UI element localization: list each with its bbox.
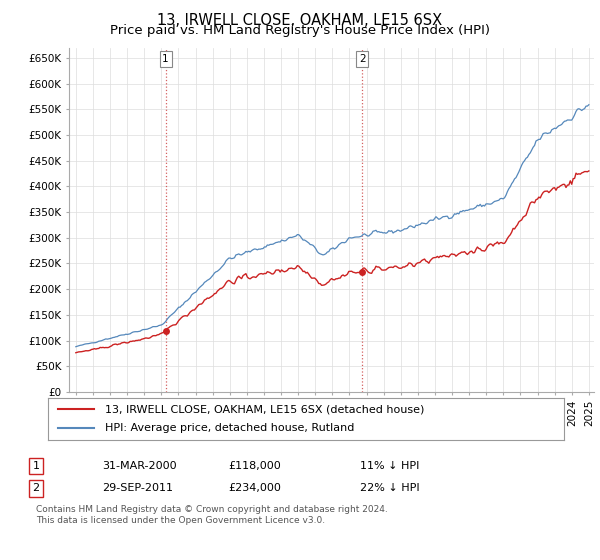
Text: 2: 2 bbox=[359, 54, 365, 64]
Text: £118,000: £118,000 bbox=[228, 461, 281, 471]
Text: 29-SEP-2011: 29-SEP-2011 bbox=[102, 483, 173, 493]
Text: 13, IRWELL CLOSE, OAKHAM, LE15 6SX (detached house): 13, IRWELL CLOSE, OAKHAM, LE15 6SX (deta… bbox=[105, 404, 424, 414]
Text: Contains HM Land Registry data © Crown copyright and database right 2024.: Contains HM Land Registry data © Crown c… bbox=[36, 505, 388, 514]
Text: 1: 1 bbox=[32, 461, 40, 471]
Text: £234,000: £234,000 bbox=[228, 483, 281, 493]
Text: 31-MAR-2000: 31-MAR-2000 bbox=[102, 461, 176, 471]
Text: 1: 1 bbox=[163, 54, 169, 64]
Text: This data is licensed under the Open Government Licence v3.0.: This data is licensed under the Open Gov… bbox=[36, 516, 325, 525]
Text: 22% ↓ HPI: 22% ↓ HPI bbox=[360, 483, 419, 493]
Text: Price paid vs. HM Land Registry's House Price Index (HPI): Price paid vs. HM Land Registry's House … bbox=[110, 24, 490, 36]
Text: 11% ↓ HPI: 11% ↓ HPI bbox=[360, 461, 419, 471]
Text: 13, IRWELL CLOSE, OAKHAM, LE15 6SX: 13, IRWELL CLOSE, OAKHAM, LE15 6SX bbox=[157, 13, 443, 28]
Text: 2: 2 bbox=[32, 483, 40, 493]
Text: HPI: Average price, detached house, Rutland: HPI: Average price, detached house, Rutl… bbox=[105, 423, 354, 433]
